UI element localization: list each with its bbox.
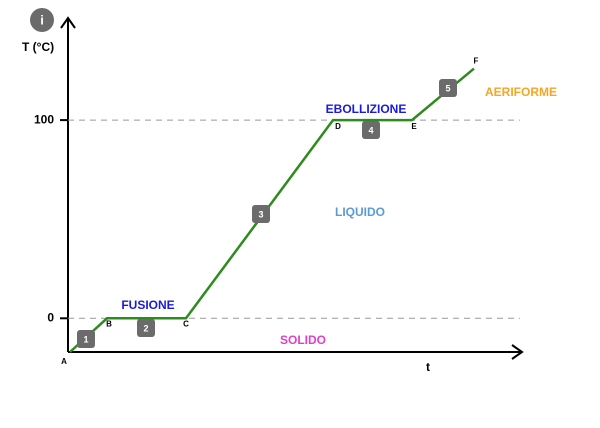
info-icon[interactable] bbox=[30, 8, 54, 32]
phase-label: LIQUIDO bbox=[335, 205, 385, 219]
x-axis-arrow bbox=[511, 344, 524, 360]
step-label: 3 bbox=[258, 209, 263, 219]
step-label: 1 bbox=[83, 334, 88, 344]
phase-label: FUSIONE bbox=[121, 298, 174, 312]
point-label: D bbox=[335, 122, 341, 131]
point-label: E bbox=[411, 122, 417, 131]
y-axis-arrow bbox=[60, 16, 76, 29]
step-label: 5 bbox=[445, 83, 450, 93]
step-badge bbox=[252, 205, 270, 223]
phase-label: SOLIDO bbox=[280, 333, 326, 347]
phase-label: AERIFORME bbox=[485, 85, 557, 99]
y-tick-label: 0 bbox=[47, 310, 54, 324]
x-axis-label: t bbox=[426, 360, 430, 374]
point-label: A bbox=[61, 357, 67, 366]
step-badge bbox=[439, 79, 457, 97]
step-label: 2 bbox=[143, 323, 148, 333]
step-badge bbox=[77, 330, 95, 348]
step-badge bbox=[362, 121, 380, 139]
phase-label: EBOLLIZIONE bbox=[326, 102, 407, 116]
y-axis-label: T (°C) bbox=[22, 40, 54, 54]
point-label: B bbox=[106, 319, 112, 328]
point-label: F bbox=[474, 57, 479, 66]
step-badge bbox=[137, 319, 155, 337]
y-tick-label: 100 bbox=[34, 112, 54, 126]
point-label: C bbox=[183, 319, 189, 328]
step-label: 4 bbox=[368, 125, 373, 135]
info-icon-label: i bbox=[40, 12, 44, 27]
